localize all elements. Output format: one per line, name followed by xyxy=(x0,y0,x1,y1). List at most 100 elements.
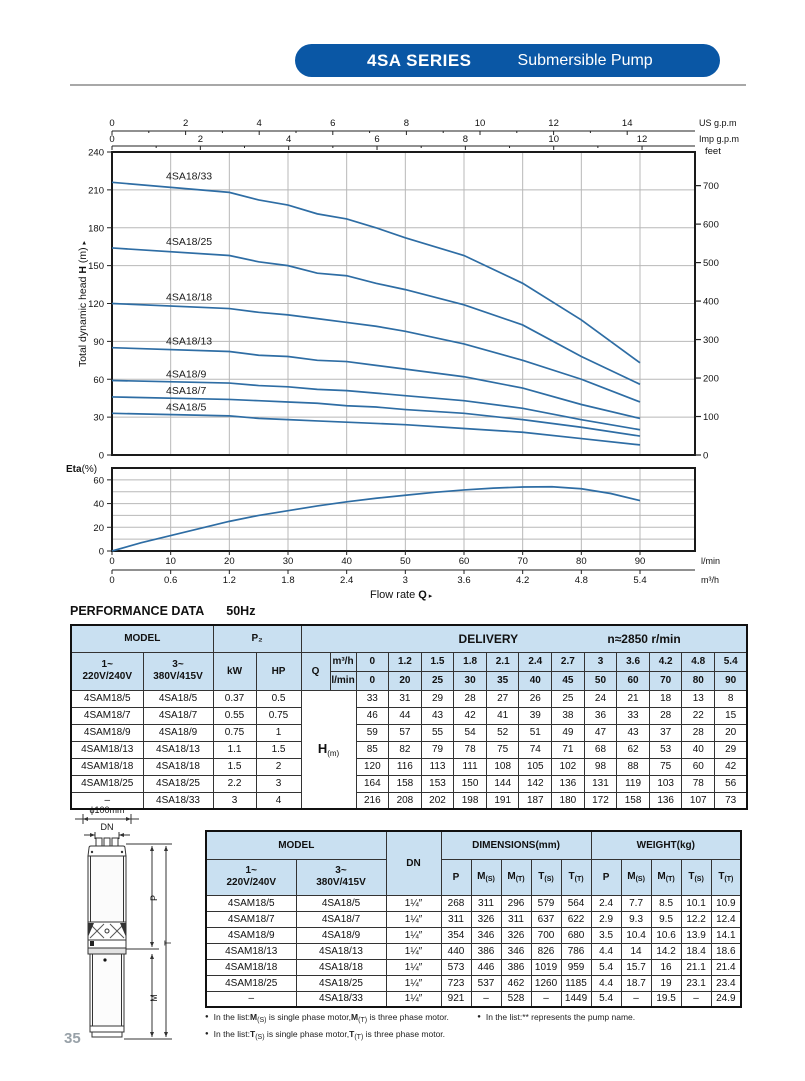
head-value: 191 xyxy=(485,791,520,810)
weight-value: 2.9 xyxy=(590,910,622,928)
dimension-value: 346 xyxy=(500,942,532,960)
weight-value: 13.9 xyxy=(680,926,712,944)
dimension-value: 296 xyxy=(500,894,532,912)
chart-shape: 1.2 xyxy=(223,575,236,586)
head-value: 75 xyxy=(648,757,683,776)
three-phase-header: 3~ 380V/415V xyxy=(295,858,387,896)
chart-shape xyxy=(164,1032,168,1037)
dimension-value: 579 xyxy=(530,894,562,912)
hp-value: 3 xyxy=(255,774,302,793)
frequency-label: 50Hz xyxy=(226,604,256,618)
q-m3h-value: 5.4 xyxy=(714,651,748,672)
weight-value: 12.2 xyxy=(680,910,712,928)
chart-shape: 12 xyxy=(637,134,648,145)
head-value: 131 xyxy=(583,774,618,793)
chart-shape: 10 xyxy=(165,556,176,567)
chart-shape: 2.4 xyxy=(340,575,353,586)
dimension-value: 386 xyxy=(470,942,502,960)
dn-value: 1¼″ xyxy=(385,974,442,992)
chart-shape: 12 xyxy=(548,118,559,129)
weight-value: 14 xyxy=(620,942,652,960)
page-number: 35 xyxy=(64,1030,81,1047)
dn-value: 1¼″ xyxy=(385,958,442,976)
q-m3h-value: 2.7 xyxy=(551,651,585,672)
chart-shape: 200 xyxy=(703,374,719,385)
curve-4SA18/7 xyxy=(111,396,641,437)
head-value: 59 xyxy=(355,723,390,742)
head-value: 57 xyxy=(388,723,422,742)
chart-shape: 0 xyxy=(109,134,114,145)
weight-value: 10.9 xyxy=(710,894,742,912)
weight-value: 18.6 xyxy=(710,942,742,960)
head-value: 78 xyxy=(453,740,487,759)
q-lmin-value: 90 xyxy=(714,670,748,691)
dimension-value: 637 xyxy=(530,910,562,928)
chart-shape xyxy=(87,845,127,857)
weight-col-header: M(S) xyxy=(620,858,652,896)
q-m3h-value: 2.1 xyxy=(485,651,520,672)
q-lmin-value: 50 xyxy=(583,670,618,691)
dimension-value: 680 xyxy=(560,926,592,944)
bullet-icon: ● xyxy=(205,1014,209,1020)
three-phase-header: 3~ 380V/415V xyxy=(142,651,214,691)
weight-value: 9.5 xyxy=(650,910,682,928)
weight-value: 3.5 xyxy=(590,926,622,944)
performance-data-title: PERFORMANCE DATA xyxy=(70,604,205,618)
chart-shape: 240 xyxy=(88,148,104,159)
q-lmin-value: 45 xyxy=(551,670,585,691)
head-value: 208 xyxy=(388,791,422,810)
chart-shape: 2 xyxy=(198,134,203,145)
perf-row: 4SAM18/25 4SA18/25 2.2 3 164 158 153 150 144 142 1… xyxy=(70,774,748,793)
curve-label: 4SA18/25 xyxy=(166,236,212,248)
diameter-label: ϕ100mm xyxy=(89,805,124,815)
perf-row: 4SAM18/13 4SA18/13 1.1 1.5 85 82 79 78 75 74 71 68 6… xyxy=(70,740,748,759)
dn-value: 1¼″ xyxy=(385,990,442,1008)
weight-value: 10.1 xyxy=(680,894,712,912)
head-value: 142 xyxy=(518,774,553,793)
head-value: 40 xyxy=(681,740,716,759)
head-value: 75 xyxy=(485,740,520,759)
pump-dimension-diagram: ϕ100mm DN P M T xyxy=(75,805,173,1040)
weight-value: 18.7 xyxy=(620,974,652,992)
head-value: 136 xyxy=(551,774,585,793)
section-heading: PERFORMANCE DATA 50Hz xyxy=(70,604,255,618)
curve-4SA18/13 xyxy=(111,346,641,420)
chart-shape: 20 xyxy=(224,556,235,567)
delivery-label: DELIVERY xyxy=(458,631,519,646)
model-1ph: 4SAM18/13 xyxy=(70,740,144,759)
chart-shape xyxy=(90,850,94,854)
weight-col-header: P xyxy=(590,858,622,896)
chart-shape xyxy=(90,833,95,837)
model-1ph: 4SAM18/18 xyxy=(205,958,297,976)
chart-shape xyxy=(120,850,124,854)
head-value: 187 xyxy=(518,791,553,810)
head-value: 116 xyxy=(388,757,422,776)
hp-value: 2 xyxy=(255,757,302,776)
q-lmin-value: 0 xyxy=(355,670,390,691)
weight-value: 8.5 xyxy=(650,894,682,912)
weight-value: 18.4 xyxy=(680,942,712,960)
weight-header: WEIGHT(kg) xyxy=(590,830,742,860)
q-m3h-value: 1.8 xyxy=(453,651,487,672)
chart-shape: 40 xyxy=(341,556,352,567)
p2-header: P₂ xyxy=(212,624,302,653)
chart-shape xyxy=(150,942,154,947)
model-1ph: 4SAM18/5 xyxy=(205,894,297,912)
curve-4SA18/18 xyxy=(111,302,641,403)
weight-value: 10.6 xyxy=(650,926,682,944)
dim-row: 4SAM18/25 4SA18/25 1¼″ 723 537 462 1260 1185 4.4… xyxy=(205,974,742,992)
dimension-value: 446 xyxy=(470,958,502,976)
chart-shape xyxy=(103,837,111,847)
dimension-value: 311 xyxy=(500,910,532,928)
head-unit-label: H(m) xyxy=(300,689,357,810)
head-value: 49 xyxy=(551,723,585,742)
q-m3h-value: 4.8 xyxy=(681,651,716,672)
q-lmin-value: 40 xyxy=(518,670,553,691)
single-phase-header: 1~ 220V/240V xyxy=(70,651,144,691)
chart-shape: 0 xyxy=(109,575,114,586)
chart-shape: 2 xyxy=(183,118,188,129)
head-value: 43 xyxy=(420,706,455,725)
head-value: 33 xyxy=(355,689,390,708)
model-1ph: 4SAM18/18 xyxy=(70,757,144,776)
chart-shape: 4.2 xyxy=(516,575,529,586)
